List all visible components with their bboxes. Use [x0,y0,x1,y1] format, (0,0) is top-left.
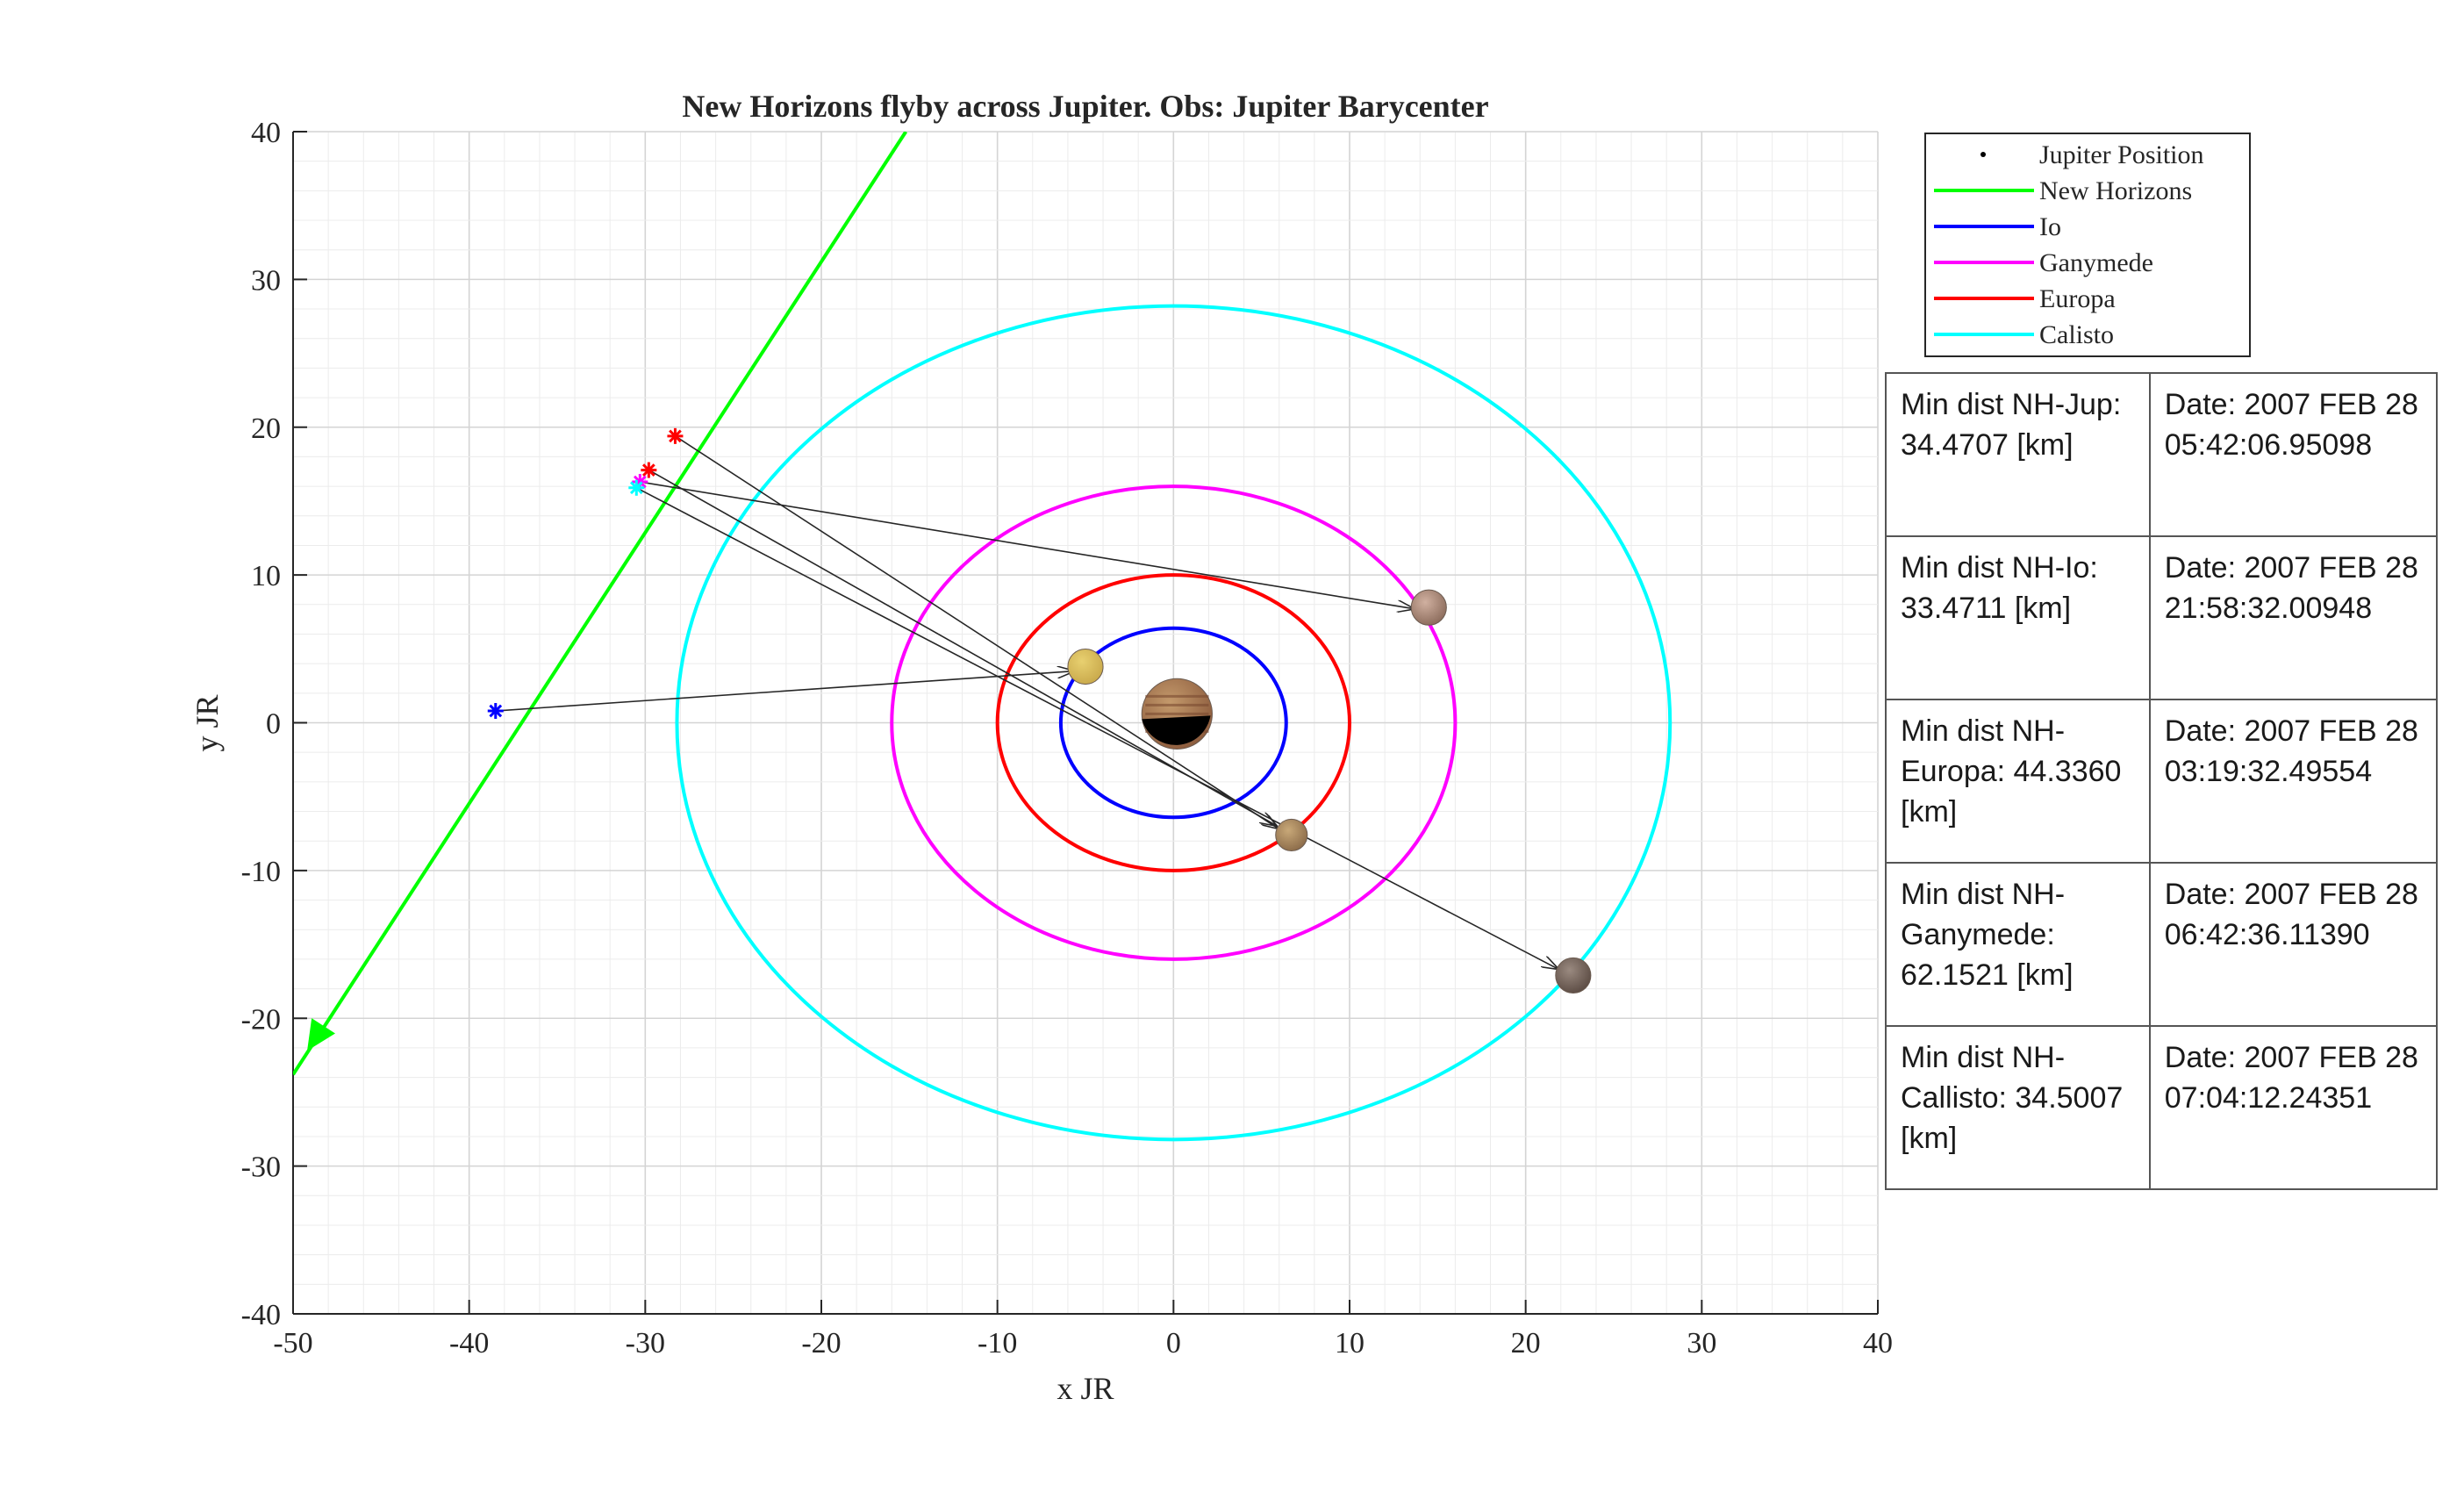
x-tick-label: 10 [1335,1327,1365,1359]
legend-label: Europa [2039,284,2116,313]
x-tick-label: 30 [1687,1327,1716,1359]
asterisk-stroke [629,481,643,495]
asterisk-stroke [669,429,682,443]
pointer-arrow [648,469,1277,827]
orbit-ganymede [890,484,1458,961]
arrow-layer [495,435,1559,970]
table-cell-label: Min dist NH-Europa: 44.3360 [km] [1885,699,2151,864]
y-tick-label: 10 [251,560,281,592]
legend-label: Calisto [2039,320,2114,349]
table-cell-label: Min dist NH-Io: 33.4711 [km] [1885,535,2151,700]
table-row: Min dist NH-Ganymede: 62.1521 [km] Date:… [1885,862,2439,1027]
y-tick-label: 40 [251,117,281,149]
jupiter-shadow [1142,715,1211,745]
legend: Jupiter Position New Horizons Io Ganymede Eu… [1924,133,2251,357]
bodies-layer [1067,589,1592,994]
trajectory-line [293,132,907,1076]
x-tick-label: -50 [273,1327,312,1359]
y-tick-label: -10 [241,856,281,888]
pointer-arrow [675,435,1279,829]
pointer-arrow [495,671,1075,712]
y-tick-label: 0 [266,708,281,741]
asterisk-marker [487,703,504,720]
legend-entry: Io [1934,212,2061,241]
table-row: Min dist NH-Europa: 44.3360 [km] Date: 2… [1885,699,2439,864]
x-axis: -50 -40 -30 -20 -10 0 10 20 30 40 [273,1300,1893,1359]
asterisk-marker [667,427,684,444]
y-tick-label: -30 [241,1151,281,1184]
body-io [1067,648,1104,685]
x-tick-label: -40 [449,1327,489,1359]
legend-marker [1981,152,1986,157]
table-cell-date: Date: 2007 FEB 28 21:58:32.00948 [2148,535,2439,700]
orbit-europa [995,573,1352,872]
x-tick-label: 20 [1511,1327,1541,1359]
orbit-io [1058,626,1288,820]
legend-label: Ganymede [2039,248,2153,277]
pointer-arrow [640,481,1415,609]
body-callisto [1555,957,1592,994]
orbit-calisto [675,304,1673,1142]
legend-label: New Horizons [2039,176,2192,205]
table-row: Min dist NH-Jup: 34.4707 [km] Date: 2007… [1885,372,2439,537]
body-europa [1275,818,1308,852]
legend-entry: Europa [1934,284,2116,313]
marker-layer [487,427,684,720]
table-cell-date: Date: 2007 FEB 28 05:42:06.95098 [2148,372,2439,537]
x-tick-label: 0 [1166,1327,1181,1359]
pointer-arrow [635,487,1558,970]
legend-box [1924,133,2251,357]
series-layer [293,132,1673,1142]
table-cell-label: Min dist NH-Jup: 34.4707 [km] [1885,372,2151,537]
chart-title: New Horizons flyby across Jupiter. Obs: … [682,89,1488,124]
table-cell-date: Date: 2007 FEB 28 06:42:36.11390 [2148,862,2439,1027]
table-cell-label: Min dist NH-Ganymede: 62.1521 [km] [1885,862,2151,1027]
y-tick-label: 30 [251,264,281,297]
asterisk-marker [641,462,657,478]
legend-label: Jupiter Position [2039,140,2204,169]
x-tick-label: -10 [978,1327,1017,1359]
asterisk-stroke [489,704,503,718]
legend-entry: New Horizons [1934,176,2192,205]
x-axis-label: x JR [1057,1371,1114,1406]
min-distance-table: Min dist NH-Jup: 34.4707 [km] Date: 2007… [1885,372,2439,1190]
body-ganymede [1410,589,1447,626]
table-row: Min dist NH-Io: 33.4711 [km] Date: 2007 … [1885,535,2439,700]
asterisk-marker [628,479,645,496]
table-cell-date: Date: 2007 FEB 28 03:19:32.49554 [2148,699,2439,864]
y-axis-label: y JR [190,694,225,751]
legend-label: Io [2039,212,2061,241]
asterisk-stroke [641,463,655,477]
x-tick-label: -30 [626,1327,665,1359]
table-row: Min dist NH-Callisto: 34.5007 [km] Date:… [1885,1025,2439,1190]
x-tick-label: 40 [1863,1327,1893,1359]
y-axis: -40 -30 -20 -10 0 10 20 30 40 [241,117,307,1331]
y-tick-label: -20 [241,1003,281,1036]
legend-entry: Calisto [1934,320,2114,349]
trajectory-arrowhead [307,1018,335,1051]
legend-entry: Ganymede [1934,248,2153,277]
legend-entry: Jupiter Position [1981,140,2204,169]
table-cell-label: Min dist NH-Callisto: 34.5007 [km] [1885,1025,2151,1190]
x-tick-label: -20 [801,1327,841,1359]
y-tick-label: 20 [251,412,281,445]
y-tick-label: -40 [241,1299,281,1331]
table-cell-date: Date: 2007 FEB 28 07:04:12.24351 [2148,1025,2439,1190]
